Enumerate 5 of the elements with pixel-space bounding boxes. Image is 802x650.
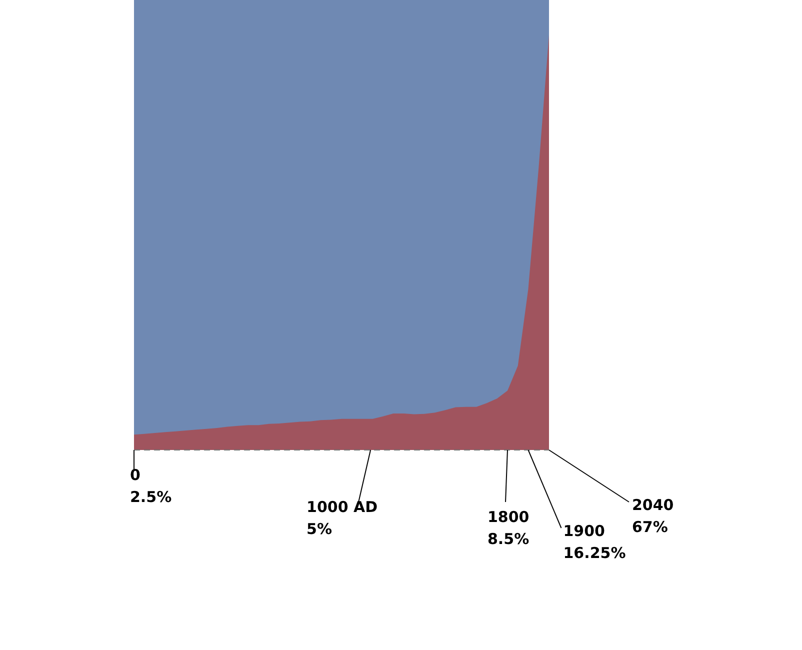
- text: 1900 16.25%: [563, 522, 626, 562]
- text: 2040 67%: [632, 496, 674, 536]
- text: 0 2.5%: [130, 466, 172, 506]
- text: 1000 AD 5%: [306, 498, 378, 538]
- text: 1800 8.5%: [488, 508, 530, 548]
